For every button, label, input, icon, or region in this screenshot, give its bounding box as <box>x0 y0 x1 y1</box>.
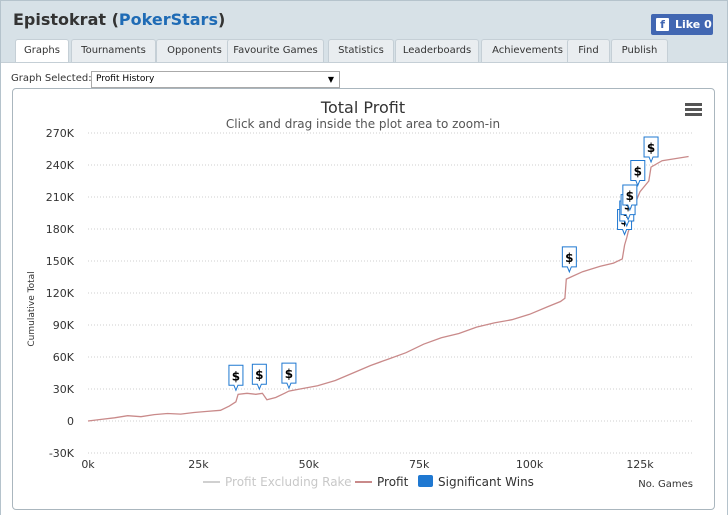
tab-find[interactable]: Find <box>567 39 610 62</box>
y-tick-label: 120K <box>46 287 75 300</box>
tab-statistics[interactable]: Statistics <box>328 39 394 62</box>
y-tick-label: 30K <box>53 383 75 396</box>
graph-select-label: Graph Selected: <box>11 73 92 84</box>
significant-win-marker[interactable]: $ <box>251 363 267 391</box>
x-axis-label: No. Games <box>638 479 693 490</box>
significant-win-label: $ <box>634 164 642 178</box>
y-tick-label: 240K <box>46 159 75 172</box>
significant-win-marker[interactable]: $ <box>643 136 659 164</box>
y-tick-label: 180K <box>46 223 75 236</box>
y-tick-label: 150K <box>46 255 75 268</box>
y-tick-label: 90K <box>53 319 75 332</box>
site-name-link[interactable]: PokerStars <box>118 10 218 29</box>
dropdown-arrow-icon: ▼ <box>327 75 334 84</box>
tab-achievements[interactable]: Achievements <box>481 39 574 62</box>
player-name: Epistokrat <box>13 10 107 29</box>
x-tick-label: 75k <box>409 458 430 471</box>
significant-win-label: $ <box>232 369 240 383</box>
graphs-panel: Graph Selected: Profit History ▼ Total P… <box>1 62 727 515</box>
tab-leaderboards[interactable]: Leaderboards <box>395 39 479 62</box>
significant-win-label: $ <box>647 141 655 155</box>
chart-container[interactable]: Total Profit Click and drag inside the p… <box>12 88 715 510</box>
facebook-like-button[interactable]: f Like 0 <box>651 14 713 35</box>
significant-win-marker[interactable]: $ <box>281 362 297 390</box>
significant-win-marker[interactable]: $ <box>228 364 244 392</box>
x-tick-label: 50k <box>299 458 320 471</box>
tab-favourite-games[interactable]: Favourite Games <box>227 39 324 62</box>
legend-profit[interactable]: Profit <box>377 475 409 489</box>
y-tick-label: -30K <box>49 447 75 460</box>
title-bar: Epistokrat (PokerStars) f Like 0 <box>1 1 727 39</box>
chart-menu-icon[interactable] <box>685 103 702 116</box>
chart-subtitle: Click and drag inside the plot area to z… <box>226 117 500 131</box>
significant-win-marker[interactable]: $ <box>630 159 646 187</box>
significant-win-label: $ <box>255 368 263 382</box>
y-tick-label: 270K <box>46 127 75 140</box>
like-label: Like 0 <box>675 18 712 31</box>
tab-publish[interactable]: Publish <box>611 39 668 62</box>
graph-select-dropdown[interactable]: Profit History ▼ <box>91 71 340 88</box>
graph-select-value: Profit History <box>96 74 155 84</box>
tab-graphs[interactable]: Graphs <box>15 39 69 64</box>
significant-win-label: $ <box>285 367 293 381</box>
legend-excl-rake[interactable]: Profit Excluding Rake <box>225 475 351 489</box>
y-tick-label: 60K <box>53 351 75 364</box>
legend-significant-wins[interactable]: Significant Wins <box>438 475 534 489</box>
tab-opponents[interactable]: Opponents <box>156 39 233 62</box>
tab-tournaments[interactable]: Tournaments <box>71 39 156 62</box>
x-tick-label: 100k <box>516 458 544 471</box>
page-title: Epistokrat (PokerStars) <box>13 10 226 29</box>
significant-win-marker[interactable]: $ <box>622 184 638 212</box>
chart-title: Total Profit <box>320 98 405 117</box>
significant-win-marker[interactable]: $ <box>561 246 577 274</box>
y-tick-label: 0 <box>67 415 74 428</box>
y-axis-label: Cumulative Total <box>27 271 37 346</box>
facebook-icon: f <box>656 18 669 31</box>
profit-series-line <box>87 155 689 422</box>
significant-win-label: $ <box>626 189 634 203</box>
profit-chart[interactable]: Total Profit Click and drag inside the p… <box>13 89 714 509</box>
chart-legend: Profit Excluding Rake Profit Significant… <box>203 475 534 489</box>
legend-swatch-significant <box>418 475 433 487</box>
x-tick-label: 125k <box>626 458 654 471</box>
x-tick-label: 25k <box>188 458 209 471</box>
significant-win-label: $ <box>565 251 573 265</box>
x-tick-label: 0k <box>81 458 95 471</box>
y-tick-label: 210K <box>46 191 75 204</box>
